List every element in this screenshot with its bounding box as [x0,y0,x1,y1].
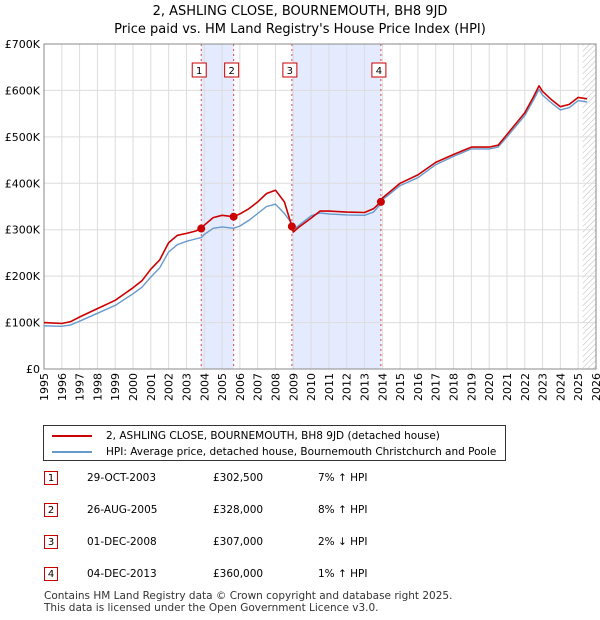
sale-number-badge: 2 [44,503,58,517]
table-row: 2 26-AUG-2005 £328,000 8% ↑ HPI [43,503,463,521]
plot-border [43,43,597,370]
sale-date: 01-DEC-2008 [87,536,157,548]
sale-label-number: 4 [376,66,382,77]
sale-number-badge: 4 [44,567,58,581]
x-tick-label: 2008 [269,373,282,401]
y-tick-label: £500K [5,131,41,144]
x-tick-label: 2013 [359,373,372,401]
price-chart: £0 £100K £200K £300K £400K £500K £600K £700K 199… [5,38,600,401]
y-tick-label: £400K [5,177,41,190]
x-tick-label: 2005 [216,373,229,401]
sale-date: 04-DEC-2013 [87,568,157,580]
sale-date: 29-OCT-2003 [87,472,156,484]
footer-licence: This data is licensed under the Open Gov… [44,602,379,614]
x-tick-label: 2014 [376,373,389,401]
series-line-property [43,85,588,325]
y-tick-label: £700K [5,38,41,51]
sale-hpi-diff: 2% ↓ HPI [318,536,368,548]
table-row: 1 29-OCT-2003 £302,500 7% ↑ HPI [43,471,463,489]
x-tick-label: 2017 [430,373,443,401]
x-tick-label: 2025 [572,373,585,401]
x-tick-label: 2001 [145,373,158,401]
y-tick-label: £600K [5,84,41,97]
sale-label-number: 1 [196,66,202,77]
x-tick-label: 2000 [127,373,140,401]
x-tick-label: 2016 [412,373,425,401]
sale-price: £302,500 [213,472,264,484]
sale-label-box [224,62,240,78]
x-tick-label: 2026 [590,373,600,401]
x-tick-label: 1997 [74,373,87,401]
sale-point [376,197,385,206]
x-tick-label: 2020 [483,373,496,401]
sale-point [229,212,238,221]
footer-copyright: Contains HM Land Registry data © Crown c… [44,590,453,602]
table-row: 4 04-DEC-2013 £360,000 1% ↑ HPI [43,567,463,585]
table-row: 3 01-DEC-2008 £307,000 2% ↓ HPI [43,535,463,553]
x-tick-label: 1998 [91,373,104,401]
chart-legend: 2, ASHLING CLOSE, BOURNEMOUTH, BH8 9JD (… [43,425,506,461]
x-tick-label: 2006 [234,373,247,401]
sale-label-box [191,62,207,78]
x-tick-label: 2018 [448,373,461,401]
x-tick-label: 2023 [537,373,550,401]
sale-number-badge: 3 [44,535,58,549]
chart-subtitle: Price paid vs. HM Land Registry's House … [114,22,486,37]
legend-label-property: 2, ASHLING CLOSE, BOURNEMOUTH, BH8 9JD (… [106,430,440,442]
x-tick-label: 2022 [519,373,532,401]
legend-label-hpi: HPI: Average price, detached house, Bour… [106,446,497,458]
sale-number-badge: 1 [44,471,58,485]
x-tick-label: 2019 [465,373,478,401]
legend-swatch-hpi [52,451,92,453]
x-tick-label: 2024 [554,373,567,401]
y-tick-label: £300K [5,224,41,237]
sale-price: £328,000 [213,504,264,516]
sale-price: £360,000 [213,568,264,580]
x-tick-label: 1995 [38,373,51,401]
sale-hpi-diff: 1% ↑ HPI [318,568,368,580]
y-tick-label: £100K [5,317,41,330]
sale-hpi-diff: 7% ↑ HPI [318,472,368,484]
x-tick-label: 2002 [163,373,176,401]
y-tick-label: £200K [5,270,41,283]
x-tick-label: 2009 [287,373,300,401]
chart-title: 2, ASHLING CLOSE, BOURNEMOUTH, BH8 9JD [152,4,448,19]
sale-label-number: 3 [287,66,293,77]
shaded-range [291,44,381,369]
sale-label-box [282,62,298,78]
sale-point [287,222,296,231]
x-tick-label: 2007 [252,373,265,401]
x-tick-label: 1996 [56,373,69,401]
sale-point [197,224,206,233]
sale-price: £307,000 [213,536,264,548]
x-tick-label: 2010 [305,373,318,401]
x-tick-label: 2003 [180,373,193,401]
x-tick-label: 2021 [501,373,514,401]
x-tick-label: 1999 [109,373,122,401]
legend-item-property: 2, ASHLING CLOSE, BOURNEMOUTH, BH8 9JD (… [44,428,440,444]
y-tick-label: £0 [26,363,40,376]
forecast-hatch [582,44,596,369]
legend-item-hpi: HPI: Average price, detached house, Bour… [44,444,496,460]
x-tick-label: 2012 [341,373,354,401]
legend-swatch-property [52,435,92,437]
sale-label-number: 2 [228,66,234,77]
sale-date: 26-AUG-2005 [87,504,158,516]
x-tick-label: 2015 [394,373,407,401]
x-tick-label: 2004 [198,373,211,401]
sale-hpi-diff: 8% ↑ HPI [318,504,368,516]
sale-label-box [371,62,387,78]
shaded-range [201,44,234,369]
x-tick-label: 2011 [323,373,336,401]
